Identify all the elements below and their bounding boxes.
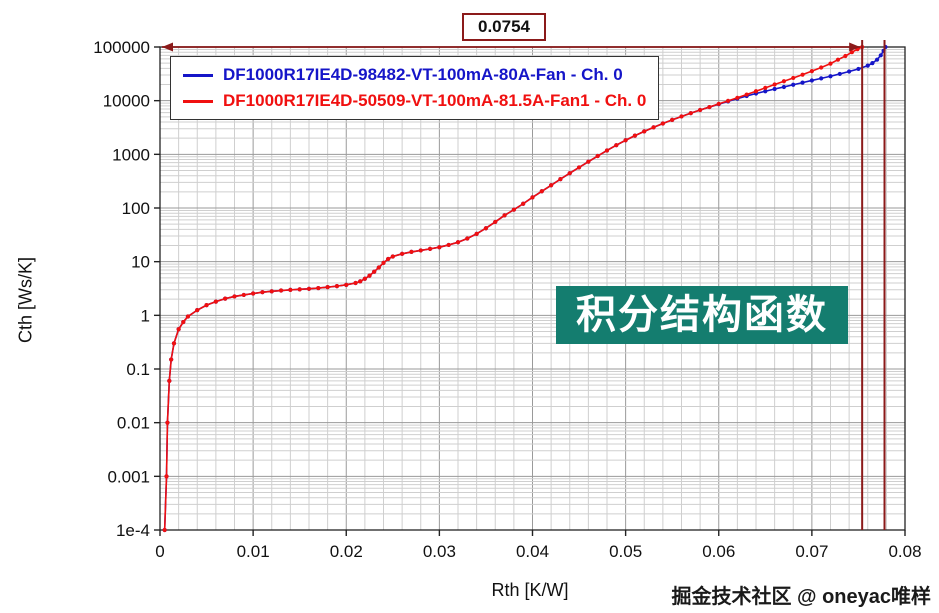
svg-text:1e-4: 1e-4 xyxy=(116,521,150,540)
svg-text:0.03: 0.03 xyxy=(423,542,456,561)
svg-text:0.04: 0.04 xyxy=(516,542,549,561)
y-axis-title: Cth [Ws/K] xyxy=(15,256,36,344)
series-blue-swatch xyxy=(183,73,213,77)
svg-text:10000: 10000 xyxy=(103,92,150,111)
cursor-value: 0.0754 xyxy=(478,17,530,36)
svg-text:0.1: 0.1 xyxy=(126,360,150,379)
svg-text:0.08: 0.08 xyxy=(888,542,921,561)
series-red-swatch xyxy=(183,99,213,103)
svg-text:0.02: 0.02 xyxy=(330,542,363,561)
svg-text:1: 1 xyxy=(141,306,150,325)
legend-label: DF1000R17IE4D-50509-VT-100mA-81.5A-Fan1 … xyxy=(223,91,647,110)
svg-text:0.07: 0.07 xyxy=(795,542,828,561)
svg-text:100: 100 xyxy=(122,199,150,218)
watermark: 掘金技术社区 @ oneyac唯样 xyxy=(671,586,931,608)
legend-label: DF1000R17IE4D-98482-VT-100mA-80A-Fan - C… xyxy=(223,65,623,84)
x-axis-title: Rth [K/W] xyxy=(491,580,569,600)
svg-text:10: 10 xyxy=(131,253,150,272)
svg-text:0.06: 0.06 xyxy=(702,542,735,561)
svg-text:0.01: 0.01 xyxy=(117,414,150,433)
svg-text:0.05: 0.05 xyxy=(609,542,642,561)
legend-item: DF1000R17IE4D-98482-VT-100mA-80A-Fan - C… xyxy=(183,62,646,88)
svg-text:1000: 1000 xyxy=(112,145,150,164)
svg-text:0: 0 xyxy=(155,542,164,561)
legend: DF1000R17IE4D-98482-VT-100mA-80A-Fan - C… xyxy=(170,56,660,120)
svg-text:100000: 100000 xyxy=(93,38,150,57)
cursor-value-box: 0.0754 xyxy=(462,13,546,41)
overlay-badge: 积分结构函数 xyxy=(556,286,848,344)
svg-text:0.001: 0.001 xyxy=(107,467,150,486)
svg-text:0.01: 0.01 xyxy=(237,542,270,561)
legend-item: DF1000R17IE4D-50509-VT-100mA-81.5A-Fan1 … xyxy=(183,88,646,114)
